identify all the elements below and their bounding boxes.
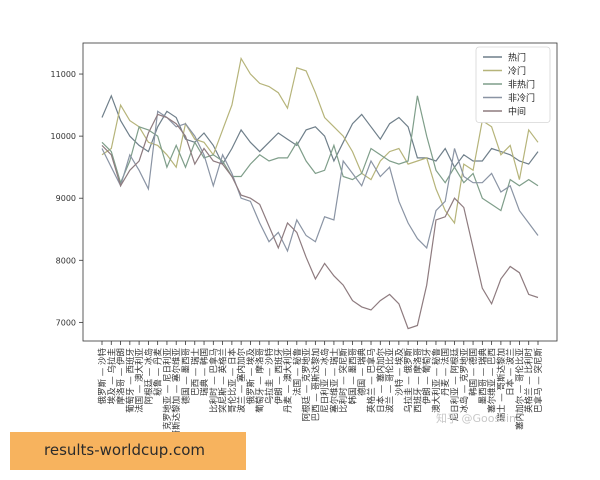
x-tick-label: 波兰 — 哥伦比亚 bbox=[385, 348, 396, 413]
watermark: 知乎 @Goossin bbox=[436, 412, 516, 425]
series-lines bbox=[101, 56, 539, 330]
x-tick-label: 埃及 — 乌拉圭 bbox=[106, 348, 117, 405]
x-tick-label: 俄罗斯 — 埃及 bbox=[245, 348, 256, 405]
site-banner-label: results-worldcup.com bbox=[44, 441, 206, 459]
x-tick-label: 尼日利亚 — 冰岛 bbox=[320, 348, 331, 413]
y-tick-label: 10000 bbox=[51, 132, 76, 141]
x-tick-label: 沙特 — 埃及 bbox=[394, 348, 405, 396]
site-banner[interactable]: results-worldcup.com bbox=[10, 432, 246, 470]
legend-label: 非热门 bbox=[508, 79, 535, 91]
y-tick-label: 8000 bbox=[56, 256, 76, 265]
x-tick-label: 德国 — 瑞典 bbox=[357, 348, 368, 396]
series-line-4 bbox=[101, 113, 539, 330]
y-tick-label: 9000 bbox=[56, 194, 76, 203]
x-tick-label: 阿根廷 — 克罗地亚 bbox=[301, 348, 312, 422]
x-tick-label: 丹麦 — 澳大利亚 bbox=[283, 348, 294, 413]
y-tick-label: 11000 bbox=[51, 70, 76, 79]
x-tick-label: 巴西 — 瑞士 bbox=[190, 348, 201, 396]
x-axis: 俄罗斯 — 沙特 埃及 — 乌拉圭 摩洛哥 — 伊朗 葡萄牙 — 西班牙 法国 — 澳大… bbox=[97, 341, 544, 438]
x-tick-label: 西班牙 — 摩洛哥 bbox=[412, 348, 423, 413]
x-tick-label: 哥伦比亚 — 日本 bbox=[227, 348, 238, 413]
x-tick-label: 塞内加尔 — 哥伦比亚 bbox=[514, 348, 525, 430]
series-line-3 bbox=[101, 110, 539, 253]
x-tick-label: 比利时 — 巴拿马 bbox=[208, 348, 219, 413]
x-tick-label: 巴拿马 — 突尼斯 bbox=[533, 348, 544, 413]
x-tick-label: 葡萄牙 — 西班牙 bbox=[125, 348, 136, 413]
x-tick-label: 丹麦 — 法国 bbox=[440, 348, 451, 396]
x-tick-label: 墨西哥 — 瑞典 bbox=[477, 348, 488, 405]
x-tick-label: 乌拉圭 — 俄罗斯 bbox=[403, 348, 414, 413]
legend-box bbox=[475, 46, 551, 123]
legend-label: 冷门 bbox=[508, 65, 526, 77]
x-tick-label: 冰岛 — 克罗地亚 bbox=[459, 348, 470, 413]
x-tick-label: 葡萄牙 — 摩洛哥 bbox=[255, 348, 266, 413]
x-tick-label: 伊朗 — 西班牙 bbox=[273, 348, 284, 404]
series-line-1 bbox=[101, 56, 539, 225]
x-tick-label: 哥斯达黎加 — 塞尔维亚 bbox=[171, 348, 182, 439]
legend-label: 热门 bbox=[508, 52, 526, 64]
x-tick-label: 法国 — 秘鲁 bbox=[292, 348, 303, 396]
x-tick-label: 日本 — 塞内加尔 bbox=[375, 348, 386, 413]
series-line-0 bbox=[101, 94, 539, 169]
x-tick-label: 比利时 — 突尼斯 bbox=[338, 348, 349, 413]
series-line-2 bbox=[101, 95, 539, 212]
x-tick-label: 瑞典 — 韩国 bbox=[199, 348, 210, 396]
x-tick-label: 阿根廷 — 冰岛 bbox=[143, 348, 154, 404]
x-tick-label: 乌拉圭 — 沙特 bbox=[264, 348, 275, 405]
x-tick-label: 瑞士 — 哥斯达黎加 bbox=[496, 348, 507, 421]
x-tick-label: 日本 — 波兰 bbox=[505, 348, 516, 396]
x-tick-label: 突尼斯 — 英格兰 bbox=[218, 348, 229, 413]
y-tick-label: 7000 bbox=[56, 318, 76, 327]
x-tick-label: 塞尔维亚 — 瑞士 bbox=[329, 348, 340, 413]
x-tick-label: 韩国 — 墨西哥 bbox=[347, 348, 358, 405]
y-axis: 7000 8000 9000 10000 11000 bbox=[51, 70, 83, 327]
x-tick-label: 秘鲁 — 丹麦 bbox=[153, 348, 164, 396]
x-tick-label: 伊朗 — 葡萄牙 bbox=[422, 348, 433, 404]
x-tick-label: 塞尔维亚 — 巴西 bbox=[487, 348, 498, 413]
x-tick-label: 韩国 — 德国 bbox=[468, 348, 479, 396]
x-tick-label: 克罗地亚 — 尼日利亚 bbox=[162, 348, 173, 430]
x-tick-label: 德国 — 墨西哥 bbox=[180, 348, 191, 405]
x-tick-label: 澳大利亚 — 秘鲁 bbox=[431, 348, 442, 413]
x-tick-label: 尼日利亚 — 阿根廷 bbox=[450, 348, 461, 422]
x-tick-label: 波兰 — 塞内加尔 bbox=[236, 348, 247, 413]
x-tick-label: 英格兰 — 巴拿马 bbox=[366, 348, 377, 413]
x-tick-label: 巴西 — 哥斯达黎加 bbox=[310, 348, 321, 421]
legend-label: 非冷门 bbox=[508, 92, 535, 104]
x-tick-label: 英格兰 — 比利时 bbox=[524, 348, 535, 413]
x-tick-label: 俄罗斯 — 沙特 bbox=[97, 348, 108, 405]
x-tick-label: 法国 — 澳大利亚 bbox=[134, 348, 145, 413]
legend-label: 中间 bbox=[508, 106, 526, 118]
x-tick-label: 摩洛哥 — 伊朗 bbox=[116, 348, 127, 404]
